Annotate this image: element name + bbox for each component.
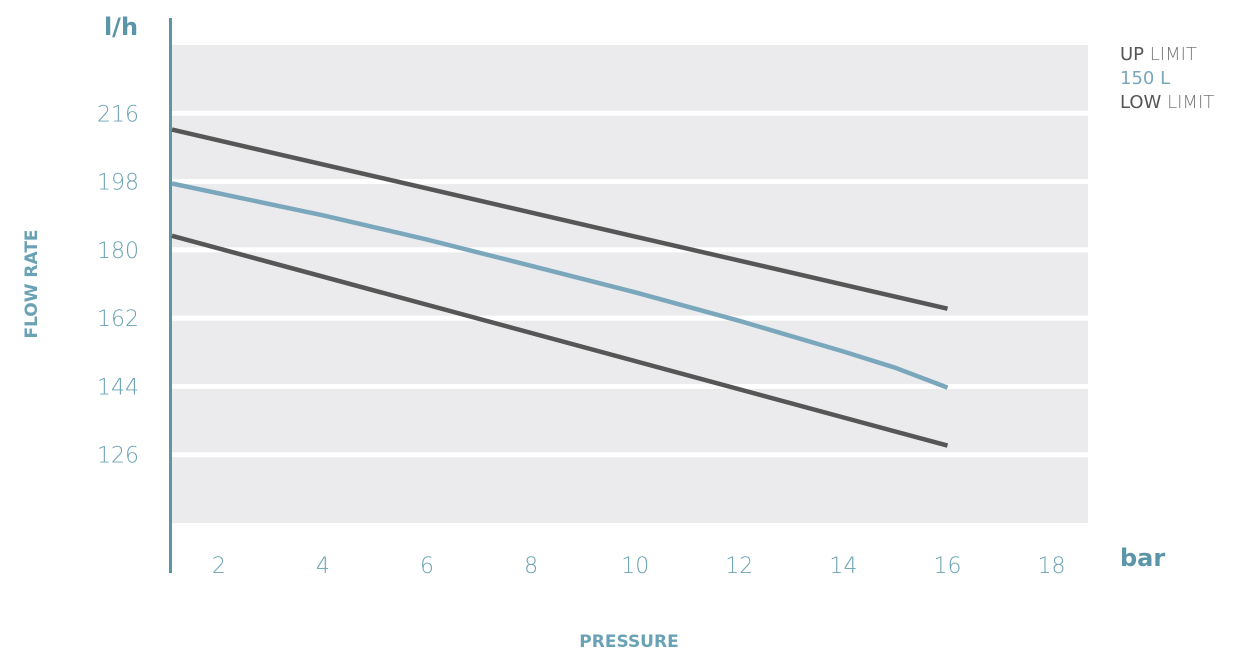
x-tick-label: 8	[524, 554, 538, 579]
y-tick-label: 144	[97, 375, 139, 400]
series-line	[171, 127, 949, 311]
series-lines	[171, 127, 949, 448]
legend-entry: UP LIMIT	[1120, 44, 1197, 65]
legend-entry-main: LOW	[1120, 92, 1162, 113]
x-tick-label: 18	[1038, 554, 1066, 579]
legend-entry-rest: LIMIT	[1144, 44, 1197, 65]
x-tick-label: 4	[316, 554, 330, 579]
y-tick-label: 162	[97, 307, 139, 332]
x-axis-title: PRESSURE	[579, 632, 678, 651]
x-axis-unit: bar	[1120, 544, 1165, 572]
grid-band	[172, 457, 1088, 523]
grid-band	[172, 320, 1088, 384]
x-tick-label: 16	[933, 554, 961, 579]
y-axis-unit: l/h	[104, 13, 138, 41]
x-axis-ticks: 2 4 6 8 10 12 14 16 18	[212, 554, 1066, 579]
legend-entry-rest: LIMIT	[1161, 92, 1214, 113]
grid-band	[172, 115, 1088, 180]
y-axis-ticks: 216 198 180 162 144 126	[97, 102, 139, 468]
grid-band	[172, 184, 1088, 248]
legend-entry: 150 L	[1120, 68, 1170, 89]
grid-bands	[172, 45, 1088, 523]
x-tick-label: 10	[621, 554, 649, 579]
y-tick-label: 216	[97, 102, 139, 127]
x-tick-label: 14	[829, 554, 857, 579]
series-line	[171, 181, 949, 390]
legend-entry: LOW LIMIT	[1120, 92, 1214, 113]
x-tick-label: 2	[212, 554, 226, 579]
y-tick-label: 198	[97, 171, 139, 196]
grid-band	[172, 252, 1088, 316]
series-line	[171, 233, 949, 448]
x-tick-label: 12	[725, 554, 753, 579]
y-axis-title: FLOW RATE	[22, 229, 42, 338]
grid-band	[172, 388, 1088, 453]
legend-entry-main: UP	[1120, 44, 1144, 65]
y-tick-label: 180	[97, 239, 139, 264]
legend: UP LIMIT 150 L LOW LIMIT	[1120, 44, 1214, 113]
x-tick-label: 6	[420, 554, 434, 579]
grid-band	[172, 45, 1088, 111]
y-tick-label: 126	[97, 444, 139, 469]
legend-entry-main: 150 L	[1120, 68, 1170, 89]
